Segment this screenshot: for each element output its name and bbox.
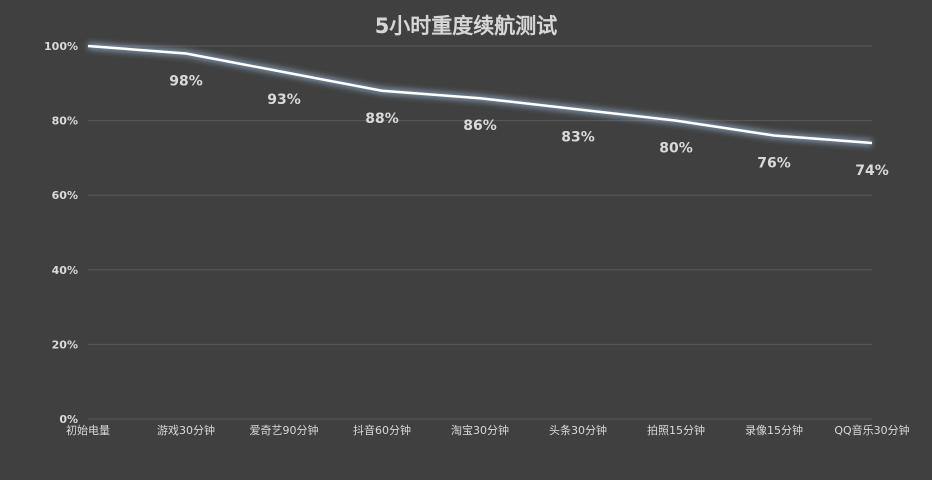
x-tick-label: 淘宝30分钟 bbox=[451, 423, 509, 437]
data-label: 83% bbox=[561, 129, 595, 145]
x-tick-label: 拍照15分钟 bbox=[647, 423, 705, 437]
data-label: 86% bbox=[463, 118, 497, 134]
x-tick-label: 初始电量 bbox=[66, 423, 110, 437]
chart-title: 5小时重度续航测试 bbox=[374, 14, 558, 38]
data-label: 88% bbox=[365, 111, 399, 127]
x-tick-label: 爱奇艺90分钟 bbox=[250, 423, 319, 437]
data-label: 93% bbox=[267, 92, 301, 108]
data-label: 80% bbox=[659, 141, 693, 157]
x-tick-label: 录像15分钟 bbox=[745, 423, 803, 437]
gridlines bbox=[88, 45, 872, 420]
series-line-group bbox=[87, 42, 873, 147]
x-axis-ticks: 初始电量 游戏30分钟 爱奇艺90分钟 抖音60分钟 淘宝30分钟 头条30分钟 拍照15分… bbox=[66, 423, 910, 437]
data-label: 98% bbox=[169, 73, 203, 89]
x-tick-label: 抖音60分钟 bbox=[353, 423, 411, 437]
x-tick-label: QQ音乐30分钟 bbox=[834, 423, 909, 437]
x-tick-label: 头条30分钟 bbox=[549, 423, 607, 437]
y-tick-label: 40% bbox=[52, 264, 78, 277]
y-tick-label: 80% bbox=[52, 115, 78, 128]
data-labels: 98% 93% 88% 86% 83% 80% 76% 74% bbox=[169, 73, 889, 179]
y-tick-label: 20% bbox=[52, 338, 78, 351]
x-tick-label: 游戏30分钟 bbox=[157, 423, 215, 437]
y-tick-label: 60% bbox=[52, 189, 78, 202]
y-tick-label: 0% bbox=[59, 413, 78, 426]
y-tick-label: 100% bbox=[44, 40, 78, 53]
y-axis-ticks: 0% 20% 40% 60% 80% 100% bbox=[44, 40, 78, 426]
data-label: 74% bbox=[855, 163, 889, 179]
data-label: 76% bbox=[757, 156, 791, 172]
series-line bbox=[87, 44, 873, 145]
